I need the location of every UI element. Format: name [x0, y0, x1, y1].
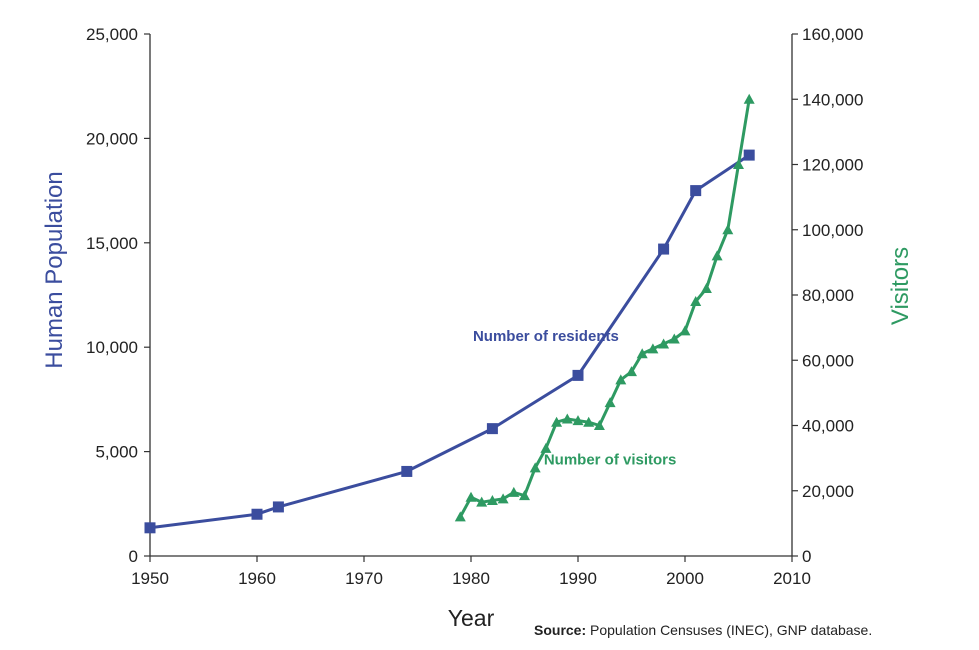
- y2-tick-label: 120,000: [802, 156, 863, 175]
- visitors-data-point: [722, 224, 734, 235]
- residents-data-point: [572, 369, 584, 381]
- axis-tick-labels: 1950 1960 1970 1980 1990 2000 2010 0 5,000 10,000…: [86, 25, 863, 588]
- y-tick-label: 0: [129, 547, 138, 566]
- residents-series-line: [148, 153, 751, 530]
- y2-tick-label: 60,000: [802, 351, 854, 370]
- x-tick-label: 1960: [238, 569, 276, 588]
- x-tick-label: 2000: [666, 569, 704, 588]
- x-tick-label: 1990: [559, 569, 597, 588]
- visitors-data-point: [572, 415, 584, 426]
- residents-data-point: [251, 508, 263, 520]
- visitors-data-point: [508, 486, 520, 497]
- residents-data-point: [690, 185, 702, 197]
- axis-ticks: [144, 33, 798, 562]
- source-note: Source: Population Censuses (INEC), GNP …: [534, 622, 872, 638]
- residents-data-point: [658, 243, 670, 255]
- visitors-data-point: [700, 282, 712, 293]
- visitors-data-point: [476, 496, 488, 507]
- visitors-data-point: [615, 374, 627, 385]
- x-tick-label: 1950: [131, 569, 169, 588]
- residents-data-point: [486, 423, 498, 435]
- y-tick-label: 5,000: [95, 443, 138, 462]
- series-annotation-label: Number of visitors: [544, 452, 677, 469]
- y-tick-label: 20,000: [86, 129, 138, 148]
- x-tick-label: 1970: [345, 569, 383, 588]
- visitors-data-point: [519, 490, 530, 501]
- residents-data-point: [401, 465, 413, 477]
- visitors-data-point: [540, 442, 552, 453]
- y-tick-label: 25,000: [86, 25, 138, 44]
- visitors-series-line: [458, 97, 751, 519]
- y2-axis-title: Visitors: [887, 247, 914, 325]
- visitors-data-point: [711, 250, 723, 261]
- visitors-data-point: [561, 413, 573, 424]
- visitors-data-point: [679, 325, 691, 336]
- x-axis-title: Year: [448, 605, 495, 631]
- y-tick-label: 10,000: [86, 338, 138, 357]
- y-tick-label: 15,000: [86, 234, 138, 253]
- visitors-data-point: [636, 348, 648, 359]
- y2-tick-label: 160,000: [802, 25, 863, 44]
- residents-data-point: [743, 149, 755, 161]
- y2-tick-label: 0: [802, 547, 811, 566]
- y2-tick-label: 20,000: [802, 482, 854, 501]
- y2-tick-label: 100,000: [802, 221, 863, 240]
- visitors-data-point: [486, 495, 498, 506]
- markers-group: [144, 93, 755, 534]
- visitors-data-point: [551, 416, 563, 427]
- visitors-data-point: [593, 420, 605, 430]
- visitors-data-point: [690, 296, 702, 307]
- visitors-data-point: [497, 493, 509, 504]
- visitors-data-point: [668, 333, 680, 344]
- visitors-data-point: [583, 416, 595, 427]
- visitors-data-point: [454, 511, 466, 522]
- y-axis-title: Human Population: [41, 171, 68, 368]
- series-annotation-label: Number of residents: [473, 328, 619, 345]
- y2-tick-label: 80,000: [802, 286, 854, 305]
- y2-tick-label: 40,000: [802, 417, 854, 436]
- source-label: Source:: [534, 622, 587, 638]
- y2-tick-label: 140,000: [802, 90, 863, 109]
- visitors-data-point: [604, 397, 616, 408]
- visitors-data-point: [529, 462, 541, 473]
- visitors-data-point: [743, 93, 755, 104]
- visitors-data-point: [465, 491, 477, 502]
- annotations-group: Number of residents Number of visitors: [473, 328, 676, 469]
- x-tick-label: 2010: [773, 569, 811, 588]
- source-text: Population Censuses (INEC), GNP database…: [586, 622, 873, 638]
- residents-data-point: [144, 522, 156, 534]
- x-tick-label: 1980: [452, 569, 490, 588]
- visitors-data-point: [658, 338, 670, 349]
- visitors-data-point: [647, 343, 659, 354]
- visitors-data-point: [733, 159, 744, 169]
- visitors-data-point: [626, 366, 637, 377]
- residents-data-point: [272, 501, 284, 513]
